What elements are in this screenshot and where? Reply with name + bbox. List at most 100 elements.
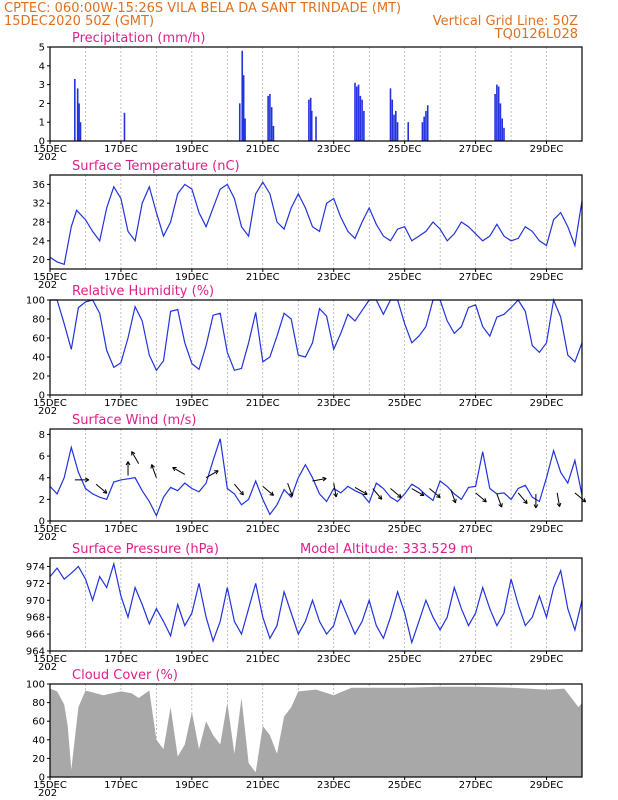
x-tick-label: 25DEC — [388, 144, 422, 155]
precip-bar — [78, 103, 80, 141]
panel-pressure: Surface Pressure (hPa) Model Altitude: 33… — [26, 542, 583, 673]
y-tick-label: 60 — [32, 717, 45, 728]
panel-annotation: Model Altitude: 333.529 m — [300, 542, 473, 557]
year-fragment: 202 — [38, 788, 57, 799]
x-tick-label: 23DEC — [317, 654, 351, 665]
precip-bar — [501, 118, 503, 141]
x-tick-label: 21DEC — [246, 780, 280, 791]
panel-temperature: Surface Temperature (nC) 20 24 28 32 36 15DEC 1… — [32, 159, 583, 291]
y-tick-label: 20 — [32, 754, 45, 765]
pressure-line — [49, 561, 583, 645]
y-tick-label: 40 — [32, 353, 45, 364]
precip-bar — [421, 122, 424, 141]
panel-title: Relative Humidity (%) — [72, 284, 214, 299]
precip-bar — [391, 99, 394, 141]
precip-bar — [389, 88, 392, 141]
y-tick-label: 32 — [32, 199, 45, 210]
precip-bar — [354, 82, 356, 141]
x-tick-label: 15DEC — [33, 780, 67, 791]
y-tick-label: 0 — [39, 773, 45, 784]
wind-arrow — [333, 483, 338, 498]
panel-wind: Surface Wind (m/s) 0 2 4 6 8 15DEC 17DEC 19DEC 21… — [33, 413, 587, 543]
header-model-code: TQ0126L028 — [494, 27, 578, 42]
wind-arrow — [95, 483, 108, 494]
panel-frame — [49, 174, 583, 270]
precip-bar — [272, 125, 275, 141]
x-tick-label: 23DEC — [317, 524, 351, 535]
wind-arrow — [262, 485, 274, 496]
y-tick-label: 3 — [39, 80, 45, 91]
wind-arrow — [372, 488, 383, 500]
x-tick-label: 17DEC — [104, 654, 138, 665]
panel-title: Surface Temperature (nC) — [72, 159, 240, 174]
y-tick-label: 4 — [39, 473, 45, 484]
temperature-line — [49, 180, 583, 266]
x-tick-label: 27DEC — [459, 272, 493, 283]
y-tick-label: 8 — [39, 430, 45, 441]
panel-precipitation: Precipitation (mm/h) 0 1 2 3 4 5 15DEC 17DEC 19DE… — [33, 31, 583, 163]
x-tick-label: 19DEC — [175, 524, 209, 535]
precip-bar — [74, 78, 76, 141]
x-tick-label: 23DEC — [317, 272, 351, 283]
y-tick-label: 28 — [32, 218, 45, 229]
panel-title: Precipitation (mm/h) — [72, 31, 205, 46]
precip-bar — [241, 50, 244, 142]
y-tick-label: 24 — [32, 236, 45, 247]
panel-frame — [49, 428, 583, 522]
x-tick-label: 27DEC — [459, 398, 493, 409]
x-tick-label: 29DEC — [530, 654, 564, 665]
y-tick-label: 80 — [32, 698, 45, 709]
precip-bar — [309, 97, 312, 141]
x-tick-label: 17DEC — [104, 398, 138, 409]
x-tick-label: 19DEC — [175, 654, 209, 665]
header-line1: CPTEC: 060:00W-15:26S VILA BELA DA SANT … — [4, 1, 401, 16]
panel-frame — [49, 299, 583, 396]
x-tick-label: 27DEC — [459, 144, 493, 155]
y-tick-label: 36 — [32, 180, 45, 191]
wind-arrow — [390, 488, 402, 499]
precip-bar — [244, 118, 246, 141]
x-tick-label: 19DEC — [175, 780, 209, 791]
x-tick-label: 29DEC — [530, 524, 564, 535]
x-tick-label: 25DEC — [388, 524, 422, 535]
wind-arrow — [287, 482, 294, 497]
x-tick-label: 15DEC — [33, 398, 67, 409]
x-tick-label: 29DEC — [530, 144, 564, 155]
y-tick-label: 20 — [32, 372, 45, 383]
wind-arrow — [125, 461, 131, 476]
year-fragment: 202 — [38, 406, 57, 417]
x-tick-label: 15DEC — [33, 524, 67, 535]
x-tick-label: 27DEC — [459, 654, 493, 665]
x-tick-label: 27DEC — [459, 524, 493, 535]
precip-bar — [425, 110, 427, 141]
panels: Precipitation (mm/h) 0 1 2 3 4 5 15DEC 17DEC 19DE… — [26, 31, 587, 799]
precip-bar — [310, 110, 313, 141]
wind-arrow — [517, 492, 528, 505]
wind-arrow — [354, 487, 368, 495]
panel-title: Surface Wind (m/s) — [72, 413, 196, 428]
wind-arrow — [556, 492, 562, 507]
wind-line — [49, 438, 583, 518]
x-tick-label: 19DEC — [175, 272, 209, 283]
wind-arrow — [234, 483, 244, 496]
y-tick-label: 6 — [39, 452, 45, 463]
precip-bar — [497, 86, 500, 141]
x-tick-label: 21DEC — [246, 654, 280, 665]
panel-title: Surface Pressure (hPa) — [72, 542, 219, 557]
y-tick-label: 964 — [26, 647, 45, 658]
precip-bar — [426, 105, 429, 141]
header-grid-note: Vertical Grid Line: 50Z — [433, 14, 578, 29]
year-fragment: 202 — [38, 280, 57, 291]
wind-arrow — [475, 492, 487, 503]
precip-bar — [395, 110, 397, 141]
x-tick-label: 19DEC — [175, 144, 209, 155]
precip-bar — [267, 95, 269, 141]
y-tick-label: 40 — [32, 735, 45, 746]
y-tick-label: 2 — [39, 495, 45, 506]
precip-bar — [496, 84, 498, 141]
y-tick-label: 5 — [39, 43, 45, 54]
cloud-area — [50, 686, 582, 777]
precip-bar — [396, 122, 399, 141]
x-tick-label: 25DEC — [388, 398, 422, 409]
